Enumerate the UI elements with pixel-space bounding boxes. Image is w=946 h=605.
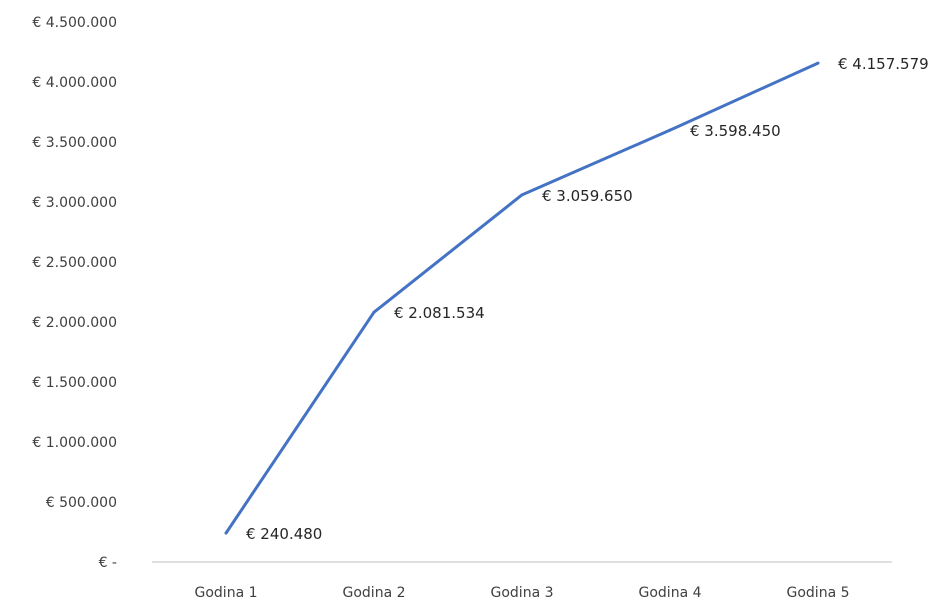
- x-tick-label: Godina 3: [491, 585, 554, 601]
- x-tick-label: Godina 2: [343, 585, 406, 601]
- y-tick-label: € 2.500.000: [32, 255, 117, 271]
- x-tick-label: Godina 5: [787, 585, 850, 601]
- x-tick-label: Godina 1: [195, 585, 258, 601]
- data-labels: € 240.480 € 2.081.534 € 3.059.650 € 3.598.4…: [224, 55, 929, 543]
- y-tick-label: € 1.000.000: [32, 435, 117, 451]
- y-tick-label: € -: [99, 555, 117, 571]
- data-point: [816, 61, 820, 65]
- x-tick-label: Godina 4: [639, 585, 702, 601]
- y-tick-label: € 4.500.000: [32, 15, 117, 31]
- data-point: [224, 531, 228, 535]
- data-point: [372, 310, 376, 314]
- data-point: [520, 193, 524, 197]
- y-tick-label: € 4.000.000: [32, 75, 117, 91]
- data-label: € 240.480: [246, 525, 322, 543]
- x-axis-ticks: Godina 1 Godina 2 Godina 3 Godina 4 Godina 5: [195, 585, 850, 601]
- data-label: € 3.059.650: [542, 187, 633, 205]
- y-axis-ticks: € - € 500.000 € 1.000.000 € 1.500.000 € 2.00…: [32, 15, 117, 571]
- data-label: € 4.157.579: [838, 55, 929, 73]
- y-tick-label: € 2.000.000: [32, 315, 117, 331]
- y-tick-label: € 1.500.000: [32, 375, 117, 391]
- data-label: € 2.081.534: [394, 304, 485, 322]
- y-tick-label: € 3.500.000: [32, 135, 117, 151]
- data-label: € 3.598.450: [690, 122, 781, 140]
- y-tick-label: € 500.000: [46, 495, 117, 511]
- y-tick-label: € 3.000.000: [32, 195, 117, 211]
- data-point: [668, 128, 672, 132]
